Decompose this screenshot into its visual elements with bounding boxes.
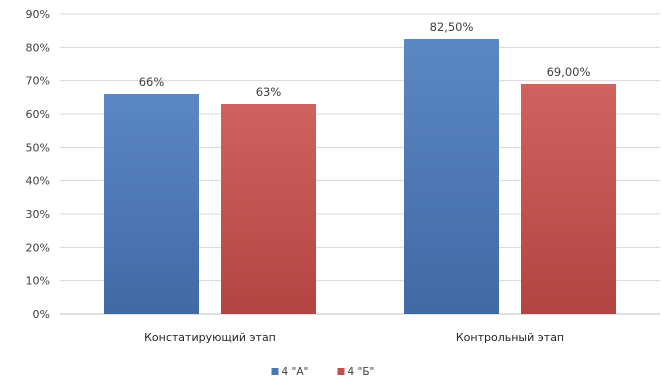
bar-series-b-1: [221, 104, 316, 314]
category-label: Контрольный этап: [456, 331, 564, 344]
data-labels: 66% 63% 82,50% 69,00%: [139, 20, 591, 99]
y-tick-label: 0%: [33, 308, 50, 321]
y-tick-label: 20%: [26, 241, 50, 254]
data-label: 66%: [139, 75, 165, 89]
bar-series-b-2: [521, 84, 616, 314]
x-axis: Констатирующий этап Контрольный этап: [144, 331, 564, 344]
legend-swatch: [337, 368, 345, 375]
legend-swatch: [271, 368, 279, 375]
y-tick-label: 60%: [26, 108, 50, 121]
y-tick-label: 90%: [26, 8, 50, 21]
data-label: 82,50%: [430, 20, 474, 34]
y-tick-label: 50%: [26, 141, 50, 154]
legend-label: 4 "А": [282, 366, 309, 378]
y-tick-label: 10%: [26, 275, 50, 288]
legend: 4 "А" 4 "Б": [271, 366, 375, 378]
y-tick-label: 70%: [26, 75, 50, 88]
bar-series-a-2: [404, 39, 499, 314]
data-label: 69,00%: [547, 65, 591, 79]
y-tick-label: 80%: [26, 41, 50, 54]
y-axis: 0% 10% 20% 30% 40% 50% 60% 70% 80% 90%: [26, 8, 50, 321]
y-tick-label: 30%: [26, 208, 50, 221]
legend-label: 4 "Б": [348, 366, 375, 378]
category-label: Констатирующий этап: [144, 331, 276, 344]
data-label: 63%: [256, 85, 282, 99]
bars: [104, 39, 616, 314]
bar-series-a-1: [104, 94, 199, 314]
y-tick-label: 40%: [26, 175, 50, 188]
